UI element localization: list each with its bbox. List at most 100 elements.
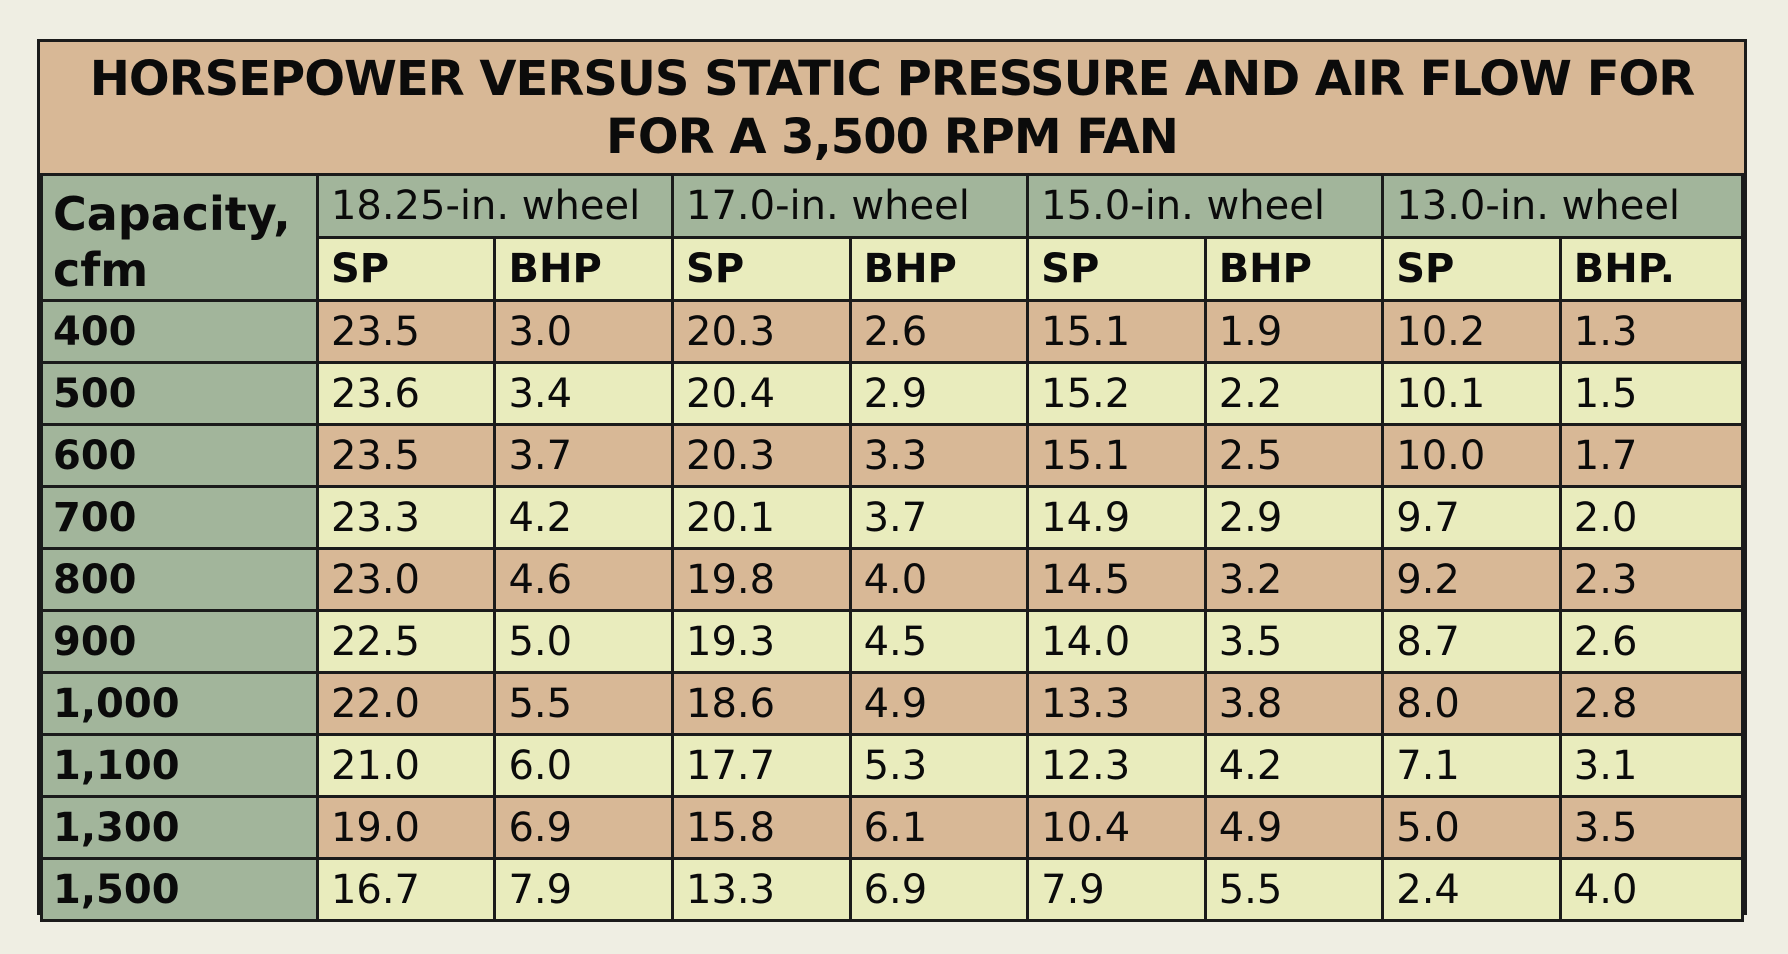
sp-cell: 22.0 (315, 671, 497, 736)
bhp-cell: 1.7 (1558, 423, 1745, 488)
bhp-cell: 6.0 (493, 733, 675, 798)
bhp-cell: 2.9 (848, 361, 1030, 426)
bhp-cell: 3.1 (1558, 733, 1745, 798)
capacity-cell: 1,500 (40, 857, 319, 922)
bhp-cell: 4.9 (848, 671, 1030, 736)
table-title: HORSEPOWER VERSUS STATIC PRESSURE AND AI… (40, 42, 1744, 173)
bhp-cell: 3.8 (1203, 671, 1385, 736)
sp-cell: 20.3 (671, 423, 852, 488)
bhp-cell: 3.4 (493, 361, 675, 426)
bhp-cell: 6.9 (848, 857, 1030, 922)
bhp-cell: 6.1 (848, 795, 1030, 860)
bhp-cell: 4.6 (493, 547, 675, 612)
sp-cell: 22.5 (315, 609, 497, 674)
sp-cell: 10.0 (1381, 423, 1562, 488)
capacity-cell: 600 (40, 423, 319, 488)
table-title-line-1: HORSEPOWER VERSUS STATIC PRESSURE AND AI… (89, 50, 1696, 107)
sub-header: SP (315, 236, 497, 302)
sp-cell: 9.7 (1381, 485, 1562, 550)
sp-cell: 18.6 (671, 671, 852, 736)
sp-cell: 15.1 (1026, 299, 1207, 364)
capacity-cell: 800 (40, 547, 319, 612)
table-row: 600 23.5 3.7 20.3 3.3 15.1 2.5 10.0 1.7 (40, 423, 1745, 488)
table-row: 1,300 19.0 6.9 15.8 6.1 10.4 4.9 5.0 3.5 (40, 795, 1745, 860)
sp-cell: 23.5 (315, 299, 497, 364)
sp-cell: 16.7 (315, 857, 497, 922)
sp-cell: 15.1 (1026, 423, 1207, 488)
sp-cell: 12.3 (1026, 733, 1207, 798)
bhp-cell: 5.0 (493, 609, 675, 674)
table-row: 500 23.6 3.4 20.4 2.9 15.2 2.2 10.1 1.5 (40, 361, 1745, 426)
sp-cell: 7.1 (1381, 733, 1562, 798)
sp-cell: 8.0 (1381, 671, 1562, 736)
bhp-cell: 2.5 (1203, 423, 1385, 488)
bhp-cell: 1.9 (1203, 299, 1385, 364)
sp-cell: 14.5 (1026, 547, 1207, 612)
sp-cell: 15.8 (671, 795, 852, 860)
sp-cell: 10.2 (1381, 299, 1562, 364)
sub-header: BHP (1203, 236, 1385, 302)
table-row: 400 23.5 3.0 20.3 2.6 15.1 1.9 10.2 1.3 (40, 299, 1745, 364)
sp-cell: 20.3 (671, 299, 852, 364)
capacity-cell: 1,300 (40, 795, 319, 860)
bhp-cell: 5.5 (493, 671, 675, 736)
capacity-cell: 500 (40, 361, 319, 426)
table-row: 1,000 22.0 5.5 18.6 4.9 13.3 3.8 8.0 2.8 (40, 671, 1745, 736)
capacity-header: Capacity, cfm (40, 173, 319, 302)
sp-cell: 13.3 (671, 857, 852, 922)
sub-header-row: SP BHP SP BHP SP BHP SP BHP. (42, 236, 1745, 302)
bhp-cell: 3.5 (1203, 609, 1385, 674)
sp-cell: 17.7 (671, 733, 852, 798)
bhp-cell: 2.6 (848, 299, 1030, 364)
sp-cell: 8.7 (1381, 609, 1562, 674)
sub-header: SP (671, 236, 852, 302)
wheel-header: 13.0-in. wheel (1381, 173, 1744, 239)
capacity-cell: 700 (40, 485, 319, 550)
sp-cell: 15.2 (1026, 361, 1207, 426)
bhp-cell: 3.7 (848, 485, 1030, 550)
sp-cell: 5.0 (1381, 795, 1562, 860)
bhp-cell: 2.2 (1203, 361, 1385, 426)
sub-header: BHP (493, 236, 675, 302)
bhp-cell: 4.2 (493, 485, 675, 550)
sp-cell: 14.0 (1026, 609, 1207, 674)
fan-table-frame: HORSEPOWER VERSUS STATIC PRESSURE AND AI… (37, 39, 1747, 922)
sp-cell: 23.5 (315, 423, 497, 488)
bhp-cell: 3.3 (848, 423, 1030, 488)
bhp-cell: 2.0 (1558, 485, 1745, 550)
table-row: 1,100 21.0 6.0 17.7 5.3 12.3 4.2 7.1 3.1 (40, 733, 1745, 798)
wheel-header: 18.25-in. wheel (315, 173, 675, 239)
bhp-cell: 2.6 (1558, 609, 1745, 674)
sp-cell: 9.2 (1381, 547, 1562, 612)
bhp-cell: 1.3 (1558, 299, 1745, 364)
sp-cell: 13.3 (1026, 671, 1207, 736)
capacity-header-line-2: cfm (53, 243, 149, 297)
bhp-cell: 3.2 (1203, 547, 1385, 612)
sub-header: SP (1381, 236, 1562, 302)
capacity-cell: 1,100 (40, 733, 319, 798)
sp-cell: 20.4 (671, 361, 852, 426)
capacity-cell: 400 (40, 299, 319, 364)
sp-cell: 21.0 (315, 733, 497, 798)
sp-cell: 2.4 (1381, 857, 1562, 922)
bhp-cell: 4.9 (1203, 795, 1385, 860)
sub-header: BHP (848, 236, 1030, 302)
wheel-header: 17.0-in. wheel (671, 173, 1030, 239)
sp-cell: 23.3 (315, 485, 497, 550)
bhp-cell: 4.0 (1558, 857, 1745, 922)
table-row: 900 22.5 5.0 19.3 4.5 14.0 3.5 8.7 2.6 (40, 609, 1745, 674)
sp-cell: 14.9 (1026, 485, 1207, 550)
sp-cell: 19.3 (671, 609, 852, 674)
capacity-cell: 1,000 (40, 671, 319, 736)
table-row: 1,500 16.7 7.9 13.3 6.9 7.9 5.5 2.4 4.0 (40, 857, 1745, 922)
bhp-cell: 4.0 (848, 547, 1030, 612)
bhp-cell: 2.9 (1203, 485, 1385, 550)
sp-cell: 10.4 (1026, 795, 1207, 860)
sp-cell: 23.0 (315, 547, 497, 612)
wheel-header: 15.0-in. wheel (1026, 173, 1385, 239)
table-row: 800 23.0 4.6 19.8 4.0 14.5 3.2 9.2 2.3 (40, 547, 1745, 612)
bhp-cell: 5.3 (848, 733, 1030, 798)
bhp-cell: 3.7 (493, 423, 675, 488)
bhp-cell: 3.5 (1558, 795, 1745, 860)
table-body: 400 23.5 3.0 20.3 2.6 15.1 1.9 10.2 1.3 500 23.6 3.… (40, 299, 1745, 922)
